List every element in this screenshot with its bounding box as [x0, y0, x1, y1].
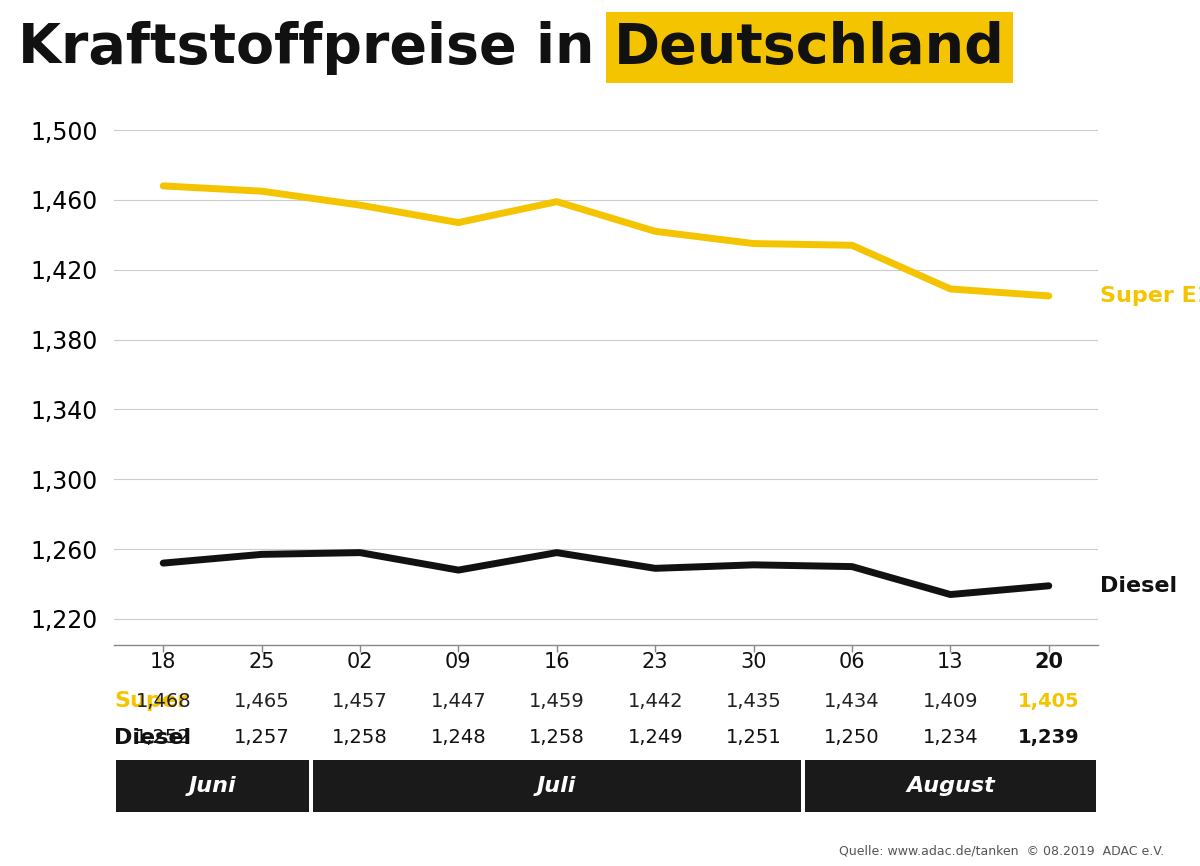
- Text: 1,258: 1,258: [332, 728, 388, 747]
- Text: Super E10: Super E10: [1100, 286, 1200, 306]
- Text: Quelle: www.adac.de/tanken  © 08.2019  ADAC e.V.: Quelle: www.adac.de/tanken © 08.2019 ADA…: [839, 844, 1164, 857]
- Text: 16: 16: [544, 652, 570, 673]
- Text: Juni: Juni: [188, 776, 236, 797]
- Text: 30: 30: [740, 652, 767, 673]
- Bar: [116, 760, 308, 812]
- Text: 1,234: 1,234: [923, 728, 978, 747]
- Text: August: August: [906, 776, 995, 797]
- Text: 1,465: 1,465: [234, 692, 289, 711]
- Text: 25: 25: [248, 652, 275, 673]
- Text: Diesel: Diesel: [1100, 576, 1177, 596]
- Text: Juli: Juli: [538, 776, 576, 797]
- Text: 1,457: 1,457: [332, 692, 388, 711]
- Bar: [805, 760, 1096, 812]
- Text: 1,435: 1,435: [726, 692, 781, 711]
- Text: 13: 13: [937, 652, 964, 673]
- Text: Kraftstoffpreise in: Kraftstoffpreise in: [18, 21, 614, 74]
- Text: 1,405: 1,405: [1018, 692, 1080, 711]
- Text: 02: 02: [347, 652, 373, 673]
- Bar: [313, 760, 800, 812]
- Text: 1,409: 1,409: [923, 692, 978, 711]
- Text: 18: 18: [150, 652, 176, 673]
- Text: Super: Super: [114, 691, 188, 712]
- Text: 1,239: 1,239: [1018, 728, 1080, 747]
- Text: 1,250: 1,250: [824, 728, 880, 747]
- Text: 1,248: 1,248: [431, 728, 486, 747]
- Text: 1,468: 1,468: [136, 692, 191, 711]
- Text: Diesel: Diesel: [114, 727, 191, 748]
- Text: 20: 20: [1034, 652, 1063, 673]
- Text: 1,258: 1,258: [529, 728, 584, 747]
- Text: 1,257: 1,257: [234, 728, 289, 747]
- Text: 09: 09: [445, 652, 472, 673]
- Text: 1,251: 1,251: [726, 728, 781, 747]
- Text: 1,459: 1,459: [529, 692, 584, 711]
- Text: 06: 06: [839, 652, 865, 673]
- Text: 1,434: 1,434: [824, 692, 880, 711]
- Text: 1,252: 1,252: [136, 728, 191, 747]
- Text: 1,249: 1,249: [628, 728, 683, 747]
- Text: 23: 23: [642, 652, 668, 673]
- Text: Deutschland: Deutschland: [614, 21, 1004, 74]
- Text: 1,447: 1,447: [431, 692, 486, 711]
- Text: 1,442: 1,442: [628, 692, 683, 711]
